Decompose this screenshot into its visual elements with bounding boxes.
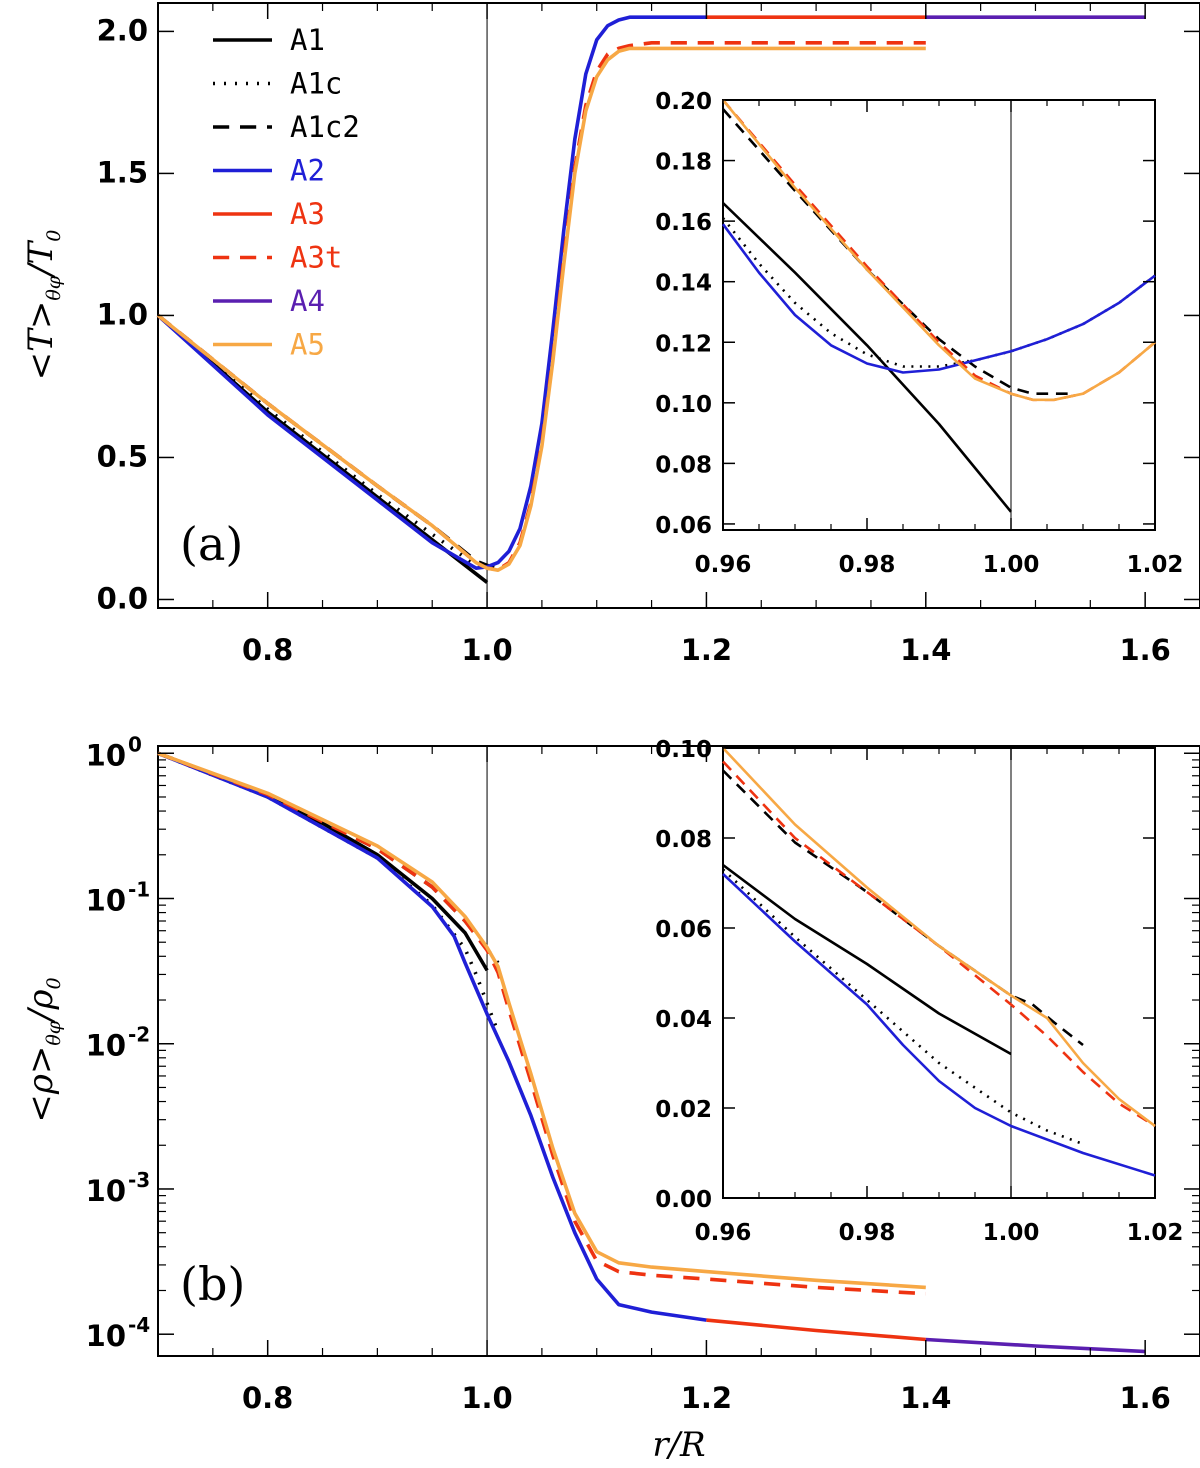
panel-a-ytick-label: 1.5 xyxy=(97,155,148,189)
panel-b-inset-series-A3t xyxy=(722,760,1156,1128)
legend-label-A3: A3 xyxy=(290,197,325,231)
panel-b-series-A3 xyxy=(706,1318,926,1342)
panel-b-ytick-label: 10 0 xyxy=(86,732,142,772)
panel-a-inset-series-A1c2 xyxy=(722,108,1069,396)
panel-b-inset-ytick-label: 0.10 xyxy=(655,737,712,763)
panel-b-ytick-label: 10 -3 xyxy=(86,1168,151,1208)
panel-a-ytick-label: 2.0 xyxy=(97,13,148,47)
panel-a-frame xyxy=(157,2,1200,609)
panel-b-series-A1c2 xyxy=(157,751,500,965)
panel-a-label: (a) xyxy=(180,517,243,571)
panel-a-xtick-label: 1.4 xyxy=(900,633,951,667)
panel-b-xlabel: r/R xyxy=(652,1425,705,1465)
panel-b-inset-series-A5 xyxy=(722,747,1156,1128)
panel-b-inset-xtick-label: 0.98 xyxy=(839,1220,896,1246)
panel-a-inset-series-A5 xyxy=(721,99,1156,402)
panel-a-xtick-label: 1.0 xyxy=(461,633,512,667)
legend-label-A1c2: A1c2 xyxy=(290,110,360,144)
panel-b-inset-series-A1c xyxy=(722,868,1084,1146)
panel-a-series-A2 xyxy=(156,15,707,571)
panel-a-xtick-label: 0.8 xyxy=(242,633,293,667)
panel-b-series-A5 xyxy=(157,751,926,1290)
panel-b-xtick-label: 1.0 xyxy=(461,1381,512,1415)
panel-a-inset-ytick-label: 0.10 xyxy=(655,392,712,418)
panel-b-inset: 0.96 0.98 1.00 1.02 0.00 0.02 0.04 0.06 0.08 0.10 xyxy=(655,737,1183,1246)
panel-a: 0.8 1.0 1.2 1.4 1.6 0.0 0.5 1.0 1.5 2.0 (a) <T>θφ… xyxy=(21,2,1200,667)
panel-b-label: (b) xyxy=(180,1257,245,1311)
legend-label-A4: A4 xyxy=(290,284,325,318)
panel-a-inset-ytick-label: 0.14 xyxy=(655,271,712,297)
panel-a-inset-xtick-label: 0.98 xyxy=(839,552,896,578)
legend: A1 A1c A1c2 A2 A3 A3t A4 A5 xyxy=(213,23,360,362)
panel-a-inset-ytick-label: 0.06 xyxy=(655,513,712,539)
panel-a-inset-ytick-label: 0.16 xyxy=(655,210,712,236)
panel-b-xtick-label: 1.6 xyxy=(1119,1381,1170,1415)
panel-a-inset-xtick-label: 0.96 xyxy=(695,552,752,578)
panel-a-inset-ytick-label: 0.20 xyxy=(655,89,712,115)
panel-a-series-A5 xyxy=(156,46,926,573)
panel-a-inset-frame xyxy=(722,99,1156,531)
panel-b-inset-series-A1 xyxy=(722,863,1012,1056)
panel-b-ytick-label: 10 -1 xyxy=(86,878,151,918)
panel-a-inset-xtick-label: 1.00 xyxy=(983,552,1040,578)
panel-a-inset-ytick-label: 0.12 xyxy=(655,331,712,357)
panel-b-inset-xtick-label: 0.96 xyxy=(695,1220,752,1246)
legend-label-A1: A1 xyxy=(290,23,325,57)
panel-b-xtick-label: 0.8 xyxy=(242,1381,293,1415)
panel-a-inset-ytick-label: 0.08 xyxy=(655,452,712,478)
panel-a-xtick-label: 1.2 xyxy=(681,633,732,667)
panel-b-ytick-label: 10 -2 xyxy=(86,1023,151,1063)
panel-b-inset-xtick-label: 1.00 xyxy=(983,1220,1040,1246)
legend-label-A1c: A1c xyxy=(290,67,342,101)
panel-b-series-A1c xyxy=(157,751,500,1033)
panel-b-inset-ytick-label: 0.08 xyxy=(655,827,712,853)
legend-label-A5: A5 xyxy=(290,328,325,362)
panel-b-series-A4 xyxy=(925,1337,1146,1354)
legend-label-A2: A2 xyxy=(290,154,325,188)
panel-b-series-A3t xyxy=(157,751,926,1296)
panel-a-inset-ytick-label: 0.18 xyxy=(655,150,712,176)
panel-b-frame xyxy=(157,745,1200,1357)
panel-b-inset-ytick-label: 0.06 xyxy=(655,917,712,943)
panel-a-xtick-label: 1.6 xyxy=(1119,633,1170,667)
panel-a-inset: 0.96 0.98 1.00 1.02 0.06 0.08 0.10 0.12 0.14 0.16… xyxy=(655,89,1183,578)
panel-b-inset-ytick-label: 0.00 xyxy=(655,1187,712,1213)
panel-a-inset-series-A2 xyxy=(721,223,1156,374)
panel-a-inset-series-A1c xyxy=(721,217,1156,368)
panel-a-inset-series-A1 xyxy=(722,202,1013,513)
panel-b-inset-ytick-label: 0.04 xyxy=(655,1007,712,1033)
panel-b-inset-xtick-label: 1.02 xyxy=(1127,1220,1184,1246)
panel-b-inset-ytick-label: 0.02 xyxy=(655,1097,712,1123)
panel-b-ylabel: <ρ>θφ/ρ0 xyxy=(21,977,65,1122)
panel-b-inset-series-A2 xyxy=(722,873,1156,1177)
panel-b-xtick-label: 1.2 xyxy=(681,1381,732,1415)
panel-a-inset-xtick-label: 1.02 xyxy=(1127,552,1184,578)
panel-a-ytick-label: 0.5 xyxy=(97,439,148,473)
panel-b-xtick-label: 1.4 xyxy=(900,1381,951,1415)
panel-b-ytick-label: 10 -4 xyxy=(86,1313,151,1353)
legend-label-A3t: A3t xyxy=(290,241,342,275)
panel-a-ytick-label: 1.0 xyxy=(97,297,148,331)
panel-a-ytick-label: 0.0 xyxy=(97,581,148,615)
panel-a-ylabel: <T>θφ/T0 xyxy=(21,230,65,381)
panel-b-series-A1 xyxy=(157,751,489,972)
panel-a-series-A1c xyxy=(156,314,499,569)
panel-b-series-A2 xyxy=(157,751,707,1322)
